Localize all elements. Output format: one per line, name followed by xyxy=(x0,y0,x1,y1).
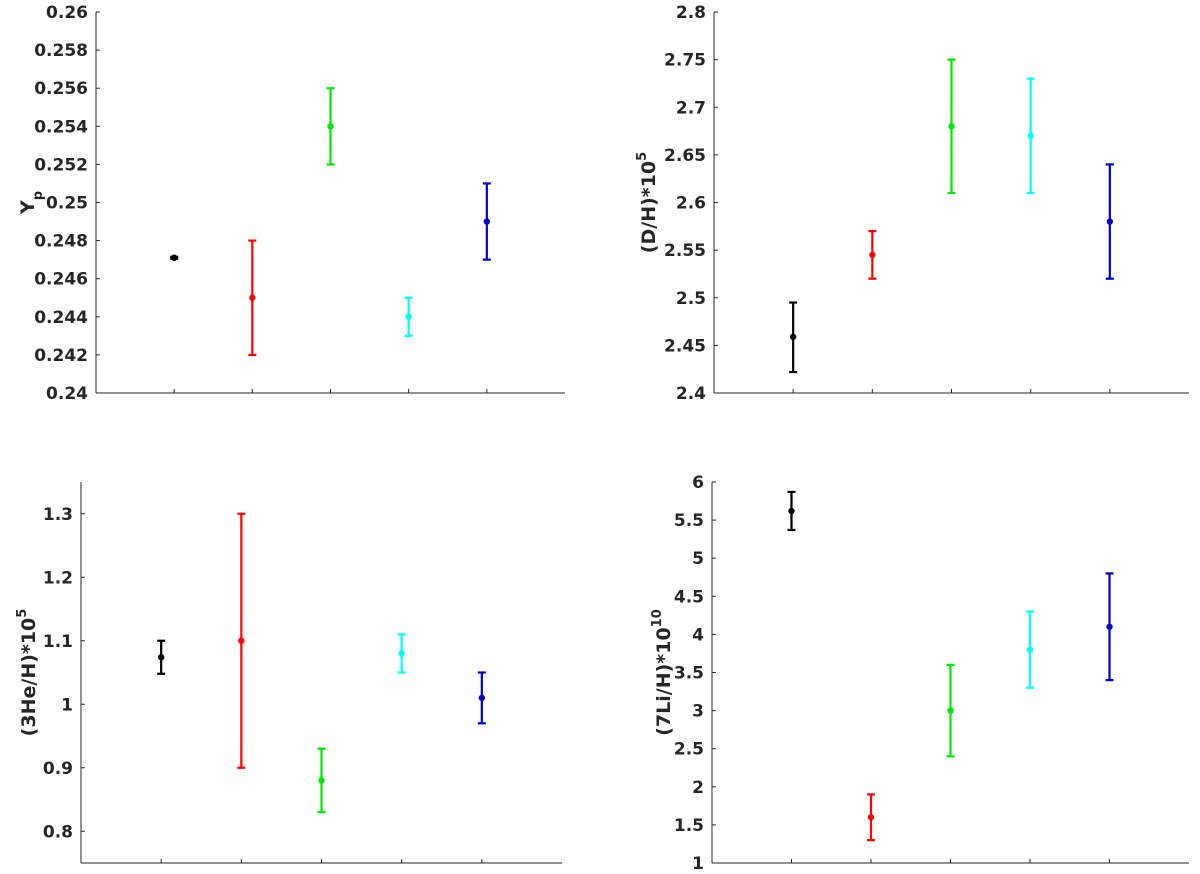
data-point xyxy=(947,707,954,714)
y-tick-label: 4.5 xyxy=(674,587,704,607)
y-tick-label: 3.5 xyxy=(674,664,704,684)
y-tick-label: 2.8 xyxy=(676,3,706,23)
data-point xyxy=(948,123,955,130)
y-tick-label: 0.24 xyxy=(46,384,88,404)
y-tick-label: 0.246 xyxy=(34,270,88,290)
data-point xyxy=(170,254,178,261)
data-point xyxy=(405,313,412,320)
y-axis-label-superscript: 10 xyxy=(650,609,665,627)
y-tick-label: 0.242 xyxy=(34,346,88,366)
y-tick-label: 0.9 xyxy=(43,759,73,779)
y-tick-label: 1 xyxy=(61,695,73,715)
data-point xyxy=(789,333,797,341)
y-axis-label-main: Y xyxy=(17,200,39,215)
data-point xyxy=(1027,132,1034,140)
y-tick-label: 2.5 xyxy=(676,289,706,309)
y-tick-label: 6 xyxy=(692,473,704,493)
y-tick-label: 0.25 xyxy=(46,194,88,214)
y-tick-label: 2.65 xyxy=(664,146,706,166)
y-tick-label: 2.6 xyxy=(676,194,706,214)
y-tick-label: 4 xyxy=(692,625,704,645)
y-tick-label: 5 xyxy=(692,549,704,569)
y-tick-label: 0.256 xyxy=(34,79,88,99)
y-tick-label: 1.5 xyxy=(674,816,704,836)
y-axis-label-subscript: p xyxy=(31,191,46,200)
y-tick-label: 5.5 xyxy=(674,511,704,531)
data-point xyxy=(478,694,486,702)
data-point xyxy=(869,251,876,259)
y-tick-label: 1.2 xyxy=(43,568,73,588)
chart-panel-bottom-right: 1 1.5 2 2.5 3 3.5 4 4.5 5 5.5 6 (7Li/H)*1010 xyxy=(650,473,1189,874)
data-point xyxy=(249,294,256,301)
y-tick-label: 1.1 xyxy=(43,632,73,652)
data-point xyxy=(398,650,405,657)
y-tick-label: 2.55 xyxy=(664,241,706,261)
chart-panel-top-left: 0.24 0.242 0.244 0.246 0.248 0.25 0.252 0.254 0.… xyxy=(17,3,565,404)
y-tick-label: 0.244 xyxy=(34,308,88,328)
y-tick-label: 1 xyxy=(692,854,704,874)
y-axis-label-superscript: 5 xyxy=(15,609,30,618)
y-tick-label: 0.252 xyxy=(34,155,88,175)
y-tick-label: 0.26 xyxy=(46,3,88,23)
y-axis-label: (7Li/H)*1010 xyxy=(650,609,675,736)
data-point xyxy=(318,777,325,784)
data-point xyxy=(157,654,165,661)
y-tick-label: 2.4 xyxy=(676,384,706,404)
y-tick-label: 0.8 xyxy=(43,822,73,842)
data-point xyxy=(867,814,875,821)
y-tick-label: 2.7 xyxy=(676,98,706,118)
y-tick-label: 0.248 xyxy=(34,232,88,252)
y-tick-label: 0.254 xyxy=(34,117,88,137)
y-axis-label-main: (D/H)*10 xyxy=(638,161,660,253)
y-tick-label: 2.5 xyxy=(674,740,704,760)
chart-panel-top-right: 2.4 2.45 2.5 2.55 2.6 2.65 2.7 2.75 2.8 (D/H)*105 xyxy=(635,3,1189,404)
data-point xyxy=(1026,646,1034,653)
y-tick-label: 2 xyxy=(692,778,704,798)
chart-panel-bottom-left: 0.8 0.9 1 1.1 1.2 1.3 (3He/H)*105 xyxy=(15,482,562,864)
y-tick-label: 0.258 xyxy=(34,41,88,61)
y-axis-label-main: (3He/H)*10 xyxy=(18,618,40,737)
data-point xyxy=(1106,218,1114,225)
y-axis-label-main: (7Li/H)*10 xyxy=(653,627,675,735)
y-axis-label: Yp xyxy=(17,191,46,215)
y-axis-label: (3He/H)*105 xyxy=(15,609,40,737)
y-tick-label: 2.75 xyxy=(664,51,706,71)
data-point xyxy=(238,637,245,644)
y-tick-label: 3 xyxy=(692,702,704,722)
data-point xyxy=(788,507,795,515)
data-point xyxy=(1106,623,1113,630)
data-point xyxy=(483,218,491,225)
y-axis-label-superscript: 5 xyxy=(635,152,650,161)
y-axis-label: (D/H)*105 xyxy=(635,152,660,253)
y-tick-label: 1.3 xyxy=(43,505,73,525)
y-tick-label: 2.45 xyxy=(664,336,706,356)
data-point xyxy=(327,123,334,130)
